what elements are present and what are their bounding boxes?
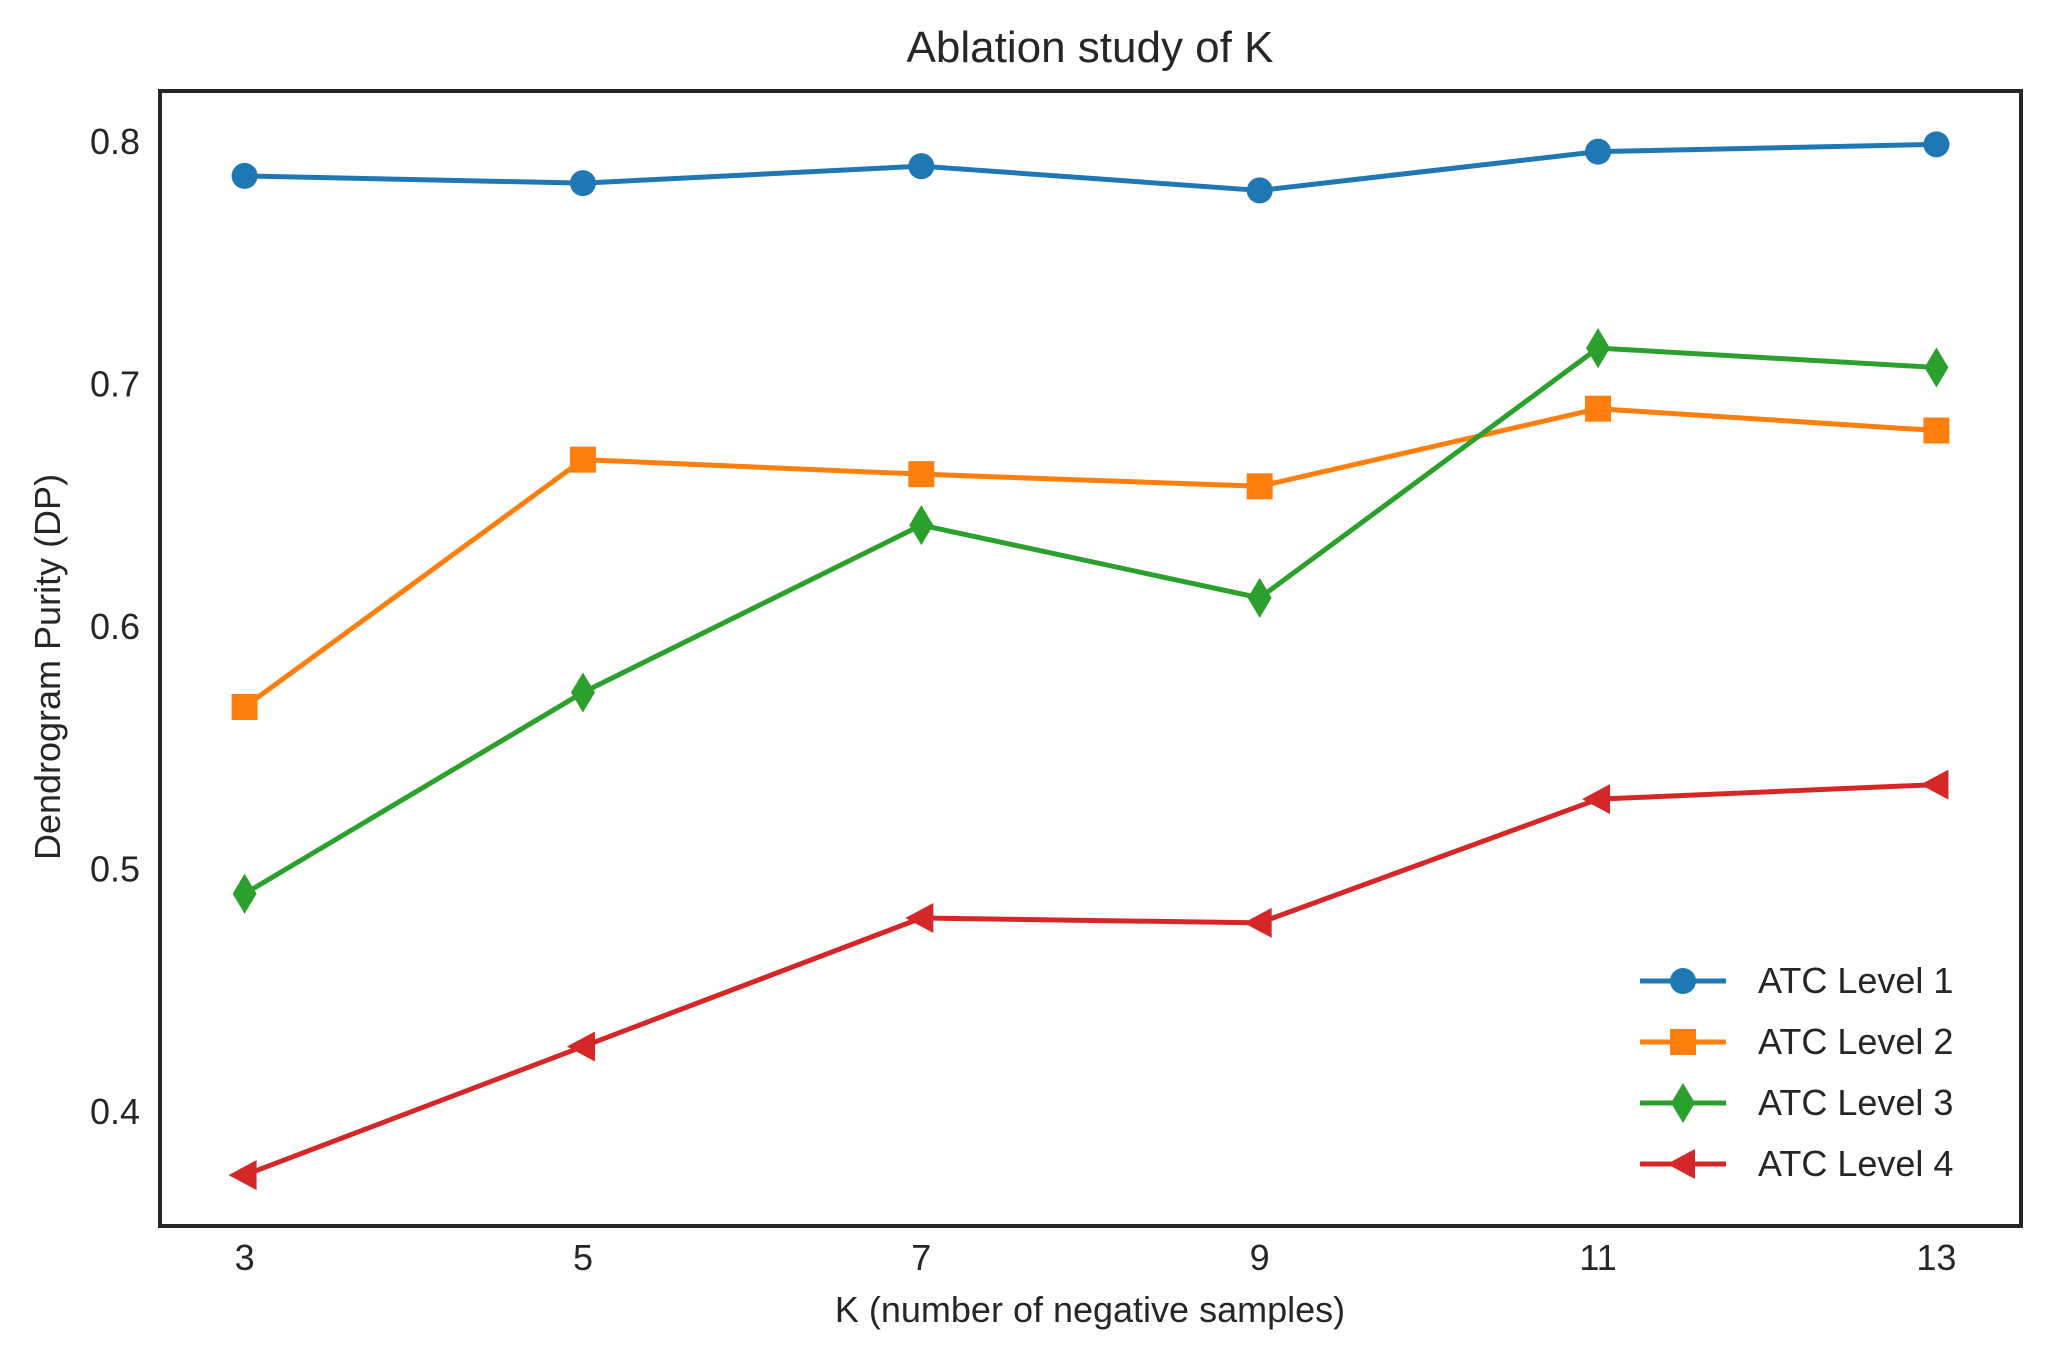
data-point-atc-level-3	[1586, 328, 1611, 369]
x-tick-label: 7	[911, 1237, 931, 1278]
data-point-atc-level-3	[232, 873, 257, 914]
data-point-atc-level-3	[1247, 577, 1272, 618]
data-point-atc-level-3	[909, 505, 934, 546]
data-point-atc-level-1	[569, 170, 596, 197]
x-tick-label: 9	[1250, 1237, 1270, 1278]
data-point-atc-level-4	[1243, 907, 1272, 938]
data-point-atc-level-4	[1920, 769, 1949, 800]
data-point-atc-level-1	[1585, 138, 1612, 165]
data-point-atc-level-1	[908, 153, 935, 180]
x-axis-label: K (number of negative samples)	[835, 1289, 1345, 1330]
legend-label-atc-level-1: ATC Level 1	[1758, 960, 1953, 1001]
data-point-atc-level-2	[1923, 417, 1950, 444]
data-point-atc-level-1	[231, 162, 258, 189]
legend-label-atc-level-4: ATC Level 4	[1758, 1143, 1953, 1184]
x-tick-label: 11	[1579, 1237, 1616, 1278]
legend-label-atc-level-3: ATC Level 3	[1758, 1082, 1953, 1123]
data-point-atc-level-4	[228, 1160, 257, 1191]
series-line-atc-level-2	[243, 406, 1937, 710]
legend-label-atc-level-2: ATC Level 2	[1758, 1021, 1953, 1062]
data-point-atc-level-3	[1924, 347, 1949, 388]
data-point-atc-level-1	[1246, 177, 1273, 204]
y-tick-label: 0.4	[90, 1091, 140, 1132]
legend-marker-atc-level-1	[1670, 968, 1696, 994]
y-tick-label: 0.8	[90, 121, 140, 162]
x-tick-label: 13	[1916, 1237, 1956, 1278]
plot-area: 3 5 7 9 11 13 0.4 0.5 0.6 0.7 0.8	[90, 121, 1956, 1278]
y-tick-label: 0.7	[90, 363, 140, 404]
legend-marker-atc-level-4	[1667, 1149, 1695, 1179]
plot-frame	[158, 89, 2023, 1228]
x-tick-label: 3	[235, 1237, 255, 1278]
legend-marker-atc-level-2	[1670, 1029, 1696, 1055]
y-tick-label: 0.5	[90, 848, 140, 889]
data-point-atc-level-2	[908, 461, 935, 488]
series-line-atc-level-4	[243, 782, 1937, 1178]
legend: ATC Level 1 ATC Level 2 ATC Level 3 ATC Lev…	[1640, 960, 1953, 1184]
data-point-atc-level-4	[566, 1031, 595, 1062]
chart-title: Ablation study of K	[907, 23, 1274, 72]
legend-marker-atc-level-3	[1671, 1083, 1695, 1123]
x-tick-label: 5	[573, 1237, 593, 1278]
data-point-atc-level-2	[1585, 395, 1612, 422]
data-point-atc-level-2	[569, 446, 596, 473]
data-point-atc-level-4	[1582, 784, 1611, 815]
data-point-atc-level-2	[231, 694, 258, 721]
data-point-atc-level-2	[1246, 473, 1273, 500]
y-tick-label: 0.6	[90, 606, 140, 647]
series-line-atc-level-1	[244, 141, 1937, 193]
data-point-atc-level-3	[570, 672, 595, 713]
data-point-atc-level-4	[905, 902, 934, 933]
data-point-atc-level-1	[1923, 131, 1950, 158]
series-line-atc-level-3	[243, 345, 1937, 896]
y-axis-label: Dendrogram Purity (DP)	[27, 474, 68, 860]
